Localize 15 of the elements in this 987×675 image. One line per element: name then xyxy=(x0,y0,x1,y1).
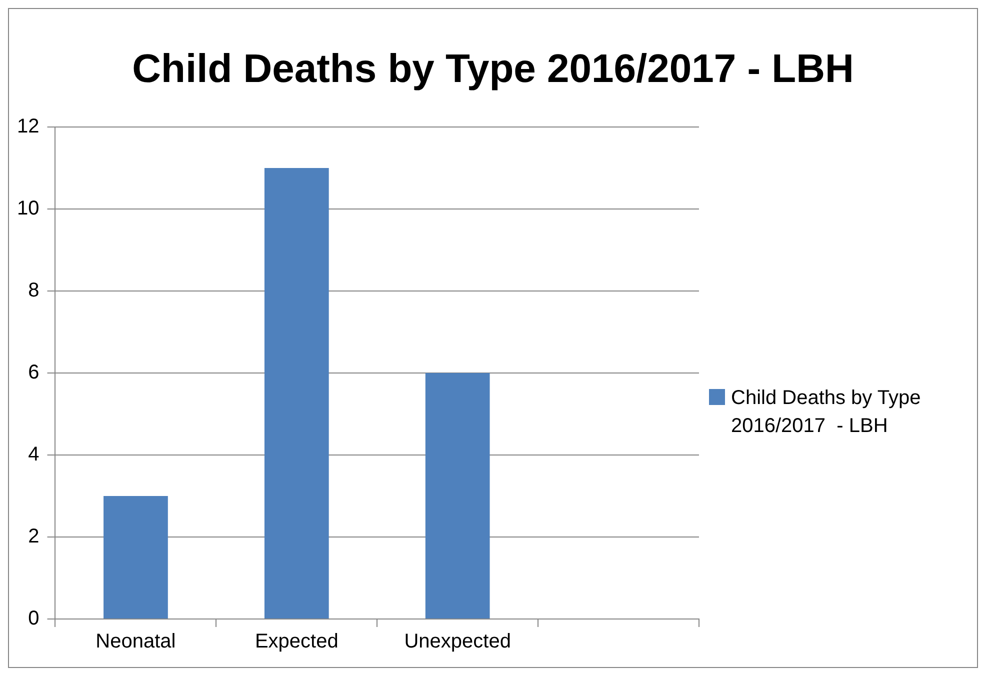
y-tick-label: 4 xyxy=(28,444,40,466)
y-tick-label: 12 xyxy=(16,116,40,138)
bar xyxy=(104,496,168,618)
y-tick-label: 10 xyxy=(16,198,40,220)
bar xyxy=(425,373,490,618)
legend-label: Child Deaths by Type 2016/2017 - LBH xyxy=(731,386,922,439)
chart-title: Child Deaths by Type 2016/2017 - LBH xyxy=(131,47,855,93)
y-tick-label: 6 xyxy=(28,362,40,384)
x-tick-label: Unexpected xyxy=(404,630,511,653)
x-tick-label: Neonatal xyxy=(96,630,176,653)
y-tick-label: 8 xyxy=(28,280,40,302)
y-tick-label: 2 xyxy=(28,526,40,548)
y-tick-label: 0 xyxy=(28,608,40,630)
x-tick-label: Expected xyxy=(254,630,338,653)
bar xyxy=(264,168,329,618)
